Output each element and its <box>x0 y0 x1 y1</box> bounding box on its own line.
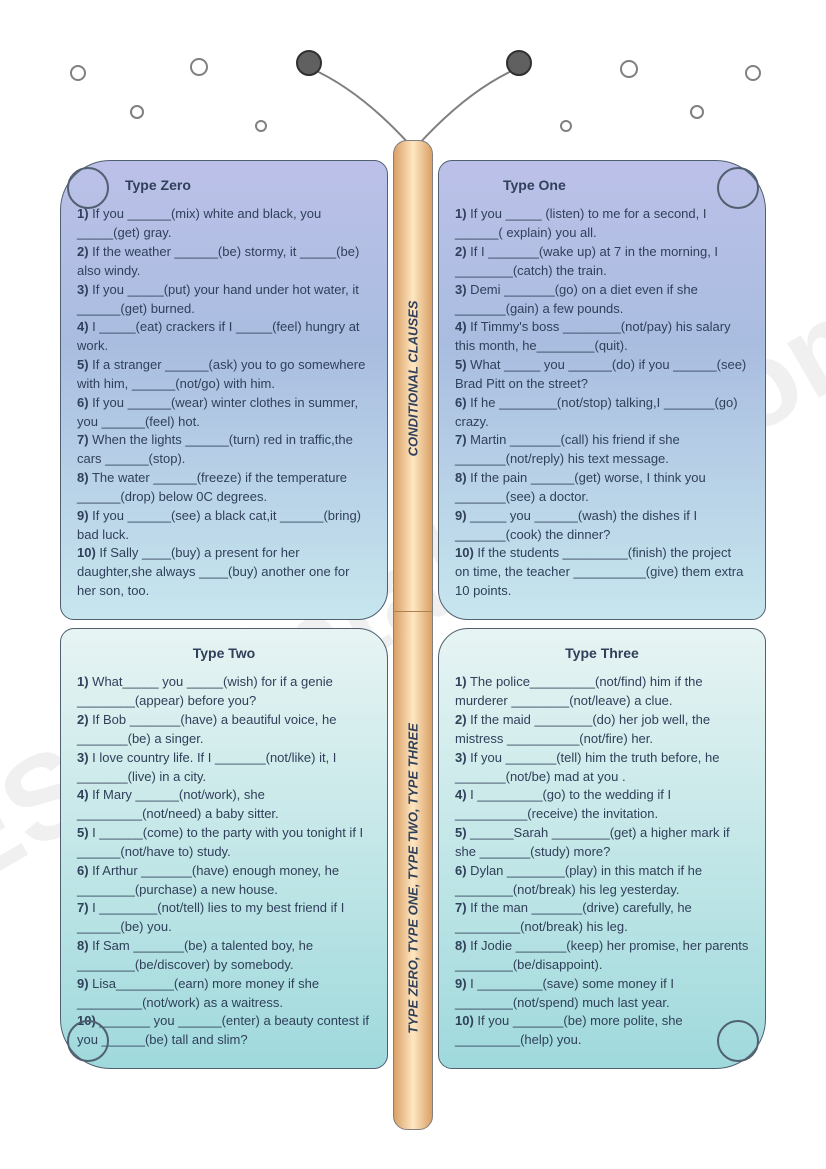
wing-ring <box>67 1020 109 1062</box>
exercise-item: 9) I _________(save) some money if I ___… <box>455 975 749 1013</box>
bubble-deco <box>620 60 638 78</box>
worksheet-page: CONDITIONAL CLAUSES TYPE ZERO, TYPE ONE,… <box>0 0 826 1169</box>
exercise-item: 9) If you ______(see) a black cat,it ___… <box>77 507 371 545</box>
exercise-item: 6) Dylan ________(play) in this match if… <box>455 862 749 900</box>
butterfly-body: CONDITIONAL CLAUSES TYPE ZERO, TYPE ONE,… <box>393 140 433 1130</box>
exercise-item: 1) If you ______(mix) white and black, y… <box>77 205 371 243</box>
exercise-item: 7) If the man _______(drive) carefully, … <box>455 899 749 937</box>
exercise-item: 4) I _____(eat) crackers if I _____(feel… <box>77 318 371 356</box>
wing-type-one: Type One 1) If you _____ (listen) to me … <box>438 160 766 620</box>
exercise-item: 5) If a stranger ______(ask) you to go s… <box>77 356 371 394</box>
wing-ring <box>67 167 109 209</box>
bubble-deco <box>130 105 144 119</box>
bubble-deco <box>560 120 572 132</box>
exercise-item: 4) I _________(go) to the wedding if I _… <box>455 786 749 824</box>
exercise-item: 8) If Jodie _______(keep) her promise, h… <box>455 937 749 975</box>
bubble-deco <box>70 65 86 81</box>
exercise-item: 1) What_____ you _____(wish) for if a ge… <box>77 673 371 711</box>
wing-type-three: Type Three 1) The police_________(not/fi… <box>438 628 766 1069</box>
exercise-item: 8) The water ______(freeze) if the tempe… <box>77 469 371 507</box>
exercise-item: 10) If Sally ____(buy) a present for her… <box>77 544 371 601</box>
wing-ring <box>717 1020 759 1062</box>
exercise-item: 9) _____ you ______(wash) the dishes if … <box>455 507 749 545</box>
wing-title: Type Three <box>455 643 749 663</box>
wing-title: Type Two <box>77 643 371 663</box>
exercise-item: 2) If the maid ________(do) her job well… <box>455 711 749 749</box>
exercise-item: 8) If the pain ______(get) worse, I thin… <box>455 469 749 507</box>
bubble-deco <box>690 105 704 119</box>
exercise-item: 2) If I _______(wake up) at 7 in the mor… <box>455 243 749 281</box>
exercise-item: 5) I ______(come) to the party with you … <box>77 824 371 862</box>
pillar-label-top: CONDITIONAL CLAUSES <box>406 301 421 457</box>
exercise-item: 9) Lisa________(earn) more money if she … <box>77 975 371 1013</box>
antenna-dot-right <box>506 50 532 76</box>
exercise-item: 3) I love country life. If I _______(not… <box>77 749 371 787</box>
wing-ring <box>717 167 759 209</box>
exercise-item: 1) The police_________(not/find) him if … <box>455 673 749 711</box>
exercise-item: 3) Demi _______(go) on a diet even if sh… <box>455 281 749 319</box>
wing-title: Type Zero <box>77 175 371 195</box>
exercise-item: 2) If the weather ______(be) stormy, it … <box>77 243 371 281</box>
exercise-item: 6) If you ______(wear) winter clothes in… <box>77 394 371 432</box>
exercise-item: 2) If Bob _______(have) a beautiful voic… <box>77 711 371 749</box>
wing-title: Type One <box>455 175 749 195</box>
exercise-item: 5) What _____ you ______(do) if you ____… <box>455 356 749 394</box>
exercise-item: 10) _______ you ______(enter) a beauty c… <box>77 1012 371 1050</box>
exercise-item: 3) If you _____(put) your hand under hot… <box>77 281 371 319</box>
exercise-item: 5) ______Sarah ________(get) a higher ma… <box>455 824 749 862</box>
antenna-dot-left <box>296 50 322 76</box>
bubble-deco <box>255 120 267 132</box>
exercise-item: 10) If the students _________(finish) th… <box>455 544 749 601</box>
pillar-label-bottom: TYPE ZERO, TYPE ONE, TYPE TWO, TYPE THRE… <box>406 723 421 1034</box>
exercise-item: 6) If Arthur _______(have) enough money,… <box>77 862 371 900</box>
exercise-item: 7) I ________(not/tell) lies to my best … <box>77 899 371 937</box>
wing-type-zero: Type Zero 1) If you ______(mix) white an… <box>60 160 388 620</box>
exercise-item: 10) If you _______(be) more polite, she … <box>455 1012 749 1050</box>
wing-type-two: Type Two 1) What_____ you _____(wish) fo… <box>60 628 388 1069</box>
exercise-item: 4) If Timmy's boss ________(not/pay) his… <box>455 318 749 356</box>
bubble-deco <box>190 58 208 76</box>
exercise-item: 7) When the lights ______(turn) red in t… <box>77 431 371 469</box>
exercise-item: 1) If you _____ (listen) to me for a sec… <box>455 205 749 243</box>
exercise-item: 8) If Sam _______(be) a talented boy, he… <box>77 937 371 975</box>
bubble-deco <box>745 65 761 81</box>
exercise-item: 6) If he ________(not/stop) talking,I __… <box>455 394 749 432</box>
exercise-item: 7) Martin _______(call) his friend if sh… <box>455 431 749 469</box>
exercise-item: 3) If you _______(tell) him the truth be… <box>455 749 749 787</box>
exercise-item: 4) If Mary ______(not/work), she _______… <box>77 786 371 824</box>
